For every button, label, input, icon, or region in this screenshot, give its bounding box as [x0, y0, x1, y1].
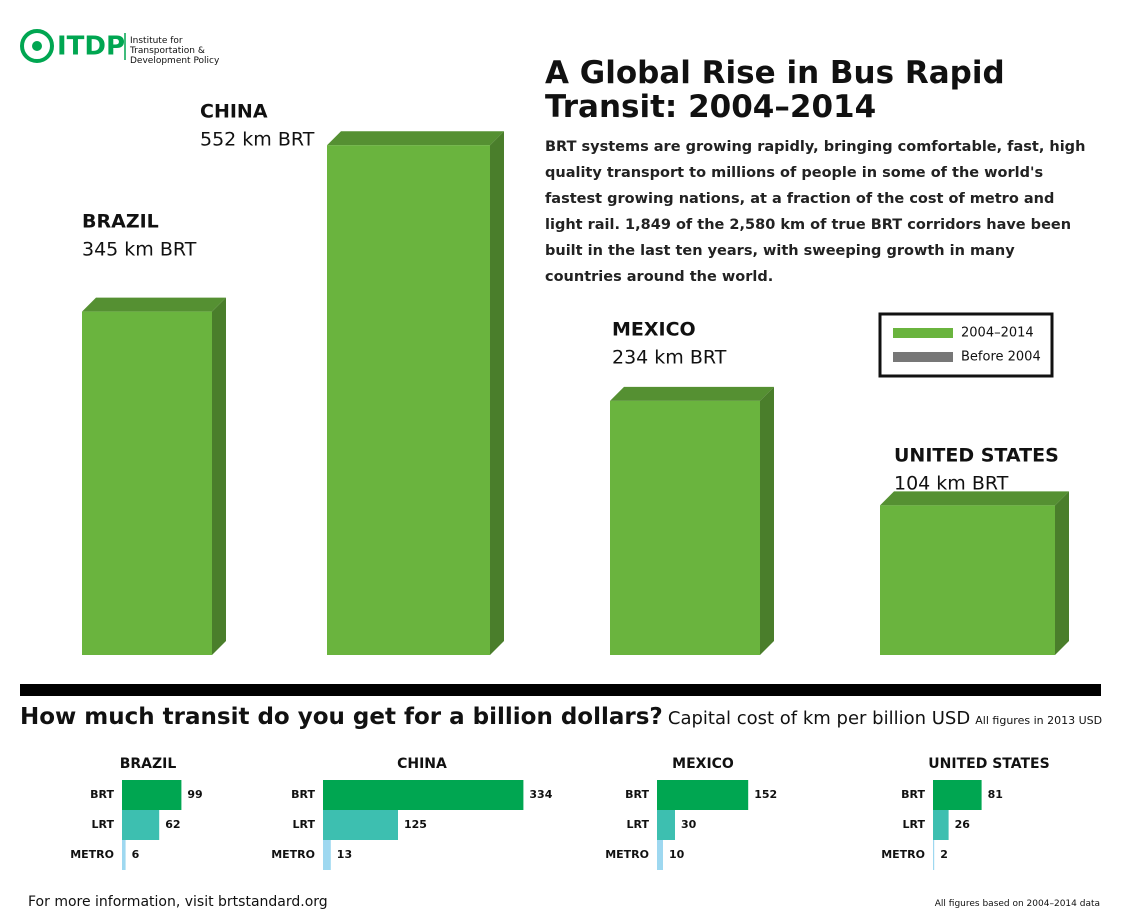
legend-label: 2004–2014 — [961, 326, 1034, 341]
bar — [323, 810, 398, 840]
logo-mark — [20, 29, 54, 63]
bar-category: LRT — [293, 818, 316, 831]
bar-value: 2 — [940, 848, 948, 861]
bar-value: 125 — [404, 818, 427, 831]
bar-value: 10 — [669, 848, 685, 861]
bar-category: LRT — [903, 818, 926, 831]
bar-category: METRO — [605, 848, 649, 861]
bar-value: 6 — [132, 848, 140, 861]
main-title: A Global Rise in Bus Rapid Transit: 2004… — [545, 55, 1005, 125]
panel-title: BRAZIL — [120, 756, 177, 772]
bar-category: BRT — [291, 788, 315, 801]
bar-value: 26 — [955, 818, 971, 831]
divider-rule — [20, 684, 1101, 696]
bar-category: METRO — [881, 848, 925, 861]
section-title: How much transit do you get for a billio… — [20, 704, 663, 730]
country-label: BRAZIL — [82, 211, 159, 233]
logo-tagline: Institute for Transportation & Developme… — [130, 36, 220, 66]
bar-value: 13 — [337, 848, 352, 861]
legend-swatch — [893, 352, 953, 362]
section-subtitle: Capital cost of km per billion USD — [667, 708, 971, 729]
column — [82, 311, 212, 655]
column-side — [1055, 491, 1069, 655]
column — [880, 505, 1055, 655]
bar — [657, 840, 663, 870]
value-label: 104 km BRT — [894, 473, 1009, 495]
bar-category: BRT — [901, 788, 925, 801]
column — [610, 400, 760, 655]
footer-left: For more information, visit brtstandard.… — [28, 894, 328, 910]
bar-value: 81 — [988, 788, 1003, 801]
value-label: 552 km BRT — [200, 129, 315, 151]
country-label: CHINA — [200, 101, 268, 123]
column-top — [82, 297, 226, 312]
bar — [933, 810, 949, 840]
panel-title: MEXICO — [672, 756, 734, 772]
column — [327, 145, 490, 655]
bar — [657, 780, 749, 810]
bar — [933, 780, 982, 810]
section-note: All figures in 2013 USD — [975, 714, 1103, 727]
bar — [657, 810, 675, 840]
bar — [323, 840, 331, 870]
column-top — [327, 131, 504, 146]
bar — [122, 780, 182, 810]
column-top — [880, 491, 1069, 506]
bar-value: 152 — [754, 788, 777, 801]
panel-title: UNITED STATES — [928, 756, 1049, 772]
country-label: MEXICO — [612, 319, 696, 341]
bar — [122, 840, 126, 870]
bar-category: METRO — [271, 848, 315, 861]
legend-swatch — [893, 328, 953, 338]
panel-title: CHINA — [397, 756, 447, 772]
bar-value: 99 — [187, 788, 202, 801]
bar — [122, 810, 160, 840]
footer-right: All figures based on 2004–2014 data — [934, 899, 1100, 909]
bar-category: LRT — [92, 818, 115, 831]
logo-name: ITDP — [57, 32, 125, 62]
bar — [933, 840, 935, 870]
column-side — [490, 131, 504, 655]
bar-value: 62 — [165, 818, 180, 831]
bar-value: 30 — [681, 818, 697, 831]
bar-category: LRT — [627, 818, 650, 831]
bar-category: BRT — [90, 788, 114, 801]
bar — [323, 780, 524, 810]
legend-label: Before 2004 — [961, 350, 1041, 365]
section-heading: How much transit do you get for a billio… — [20, 704, 1102, 730]
country-label: UNITED STATES — [894, 445, 1059, 467]
bar-value: 334 — [529, 788, 552, 801]
column-side — [212, 297, 226, 655]
value-label: 234 km BRT — [612, 347, 727, 369]
bar-category: METRO — [70, 848, 114, 861]
description: BRT systems are growing rapidly, bringin… — [545, 139, 1086, 285]
value-label: 345 km BRT — [82, 239, 197, 261]
bar-category: BRT — [625, 788, 649, 801]
legend-box — [878, 312, 1054, 378]
column-side — [760, 386, 774, 655]
logo-mark-core — [32, 41, 42, 51]
column-top — [610, 386, 774, 401]
